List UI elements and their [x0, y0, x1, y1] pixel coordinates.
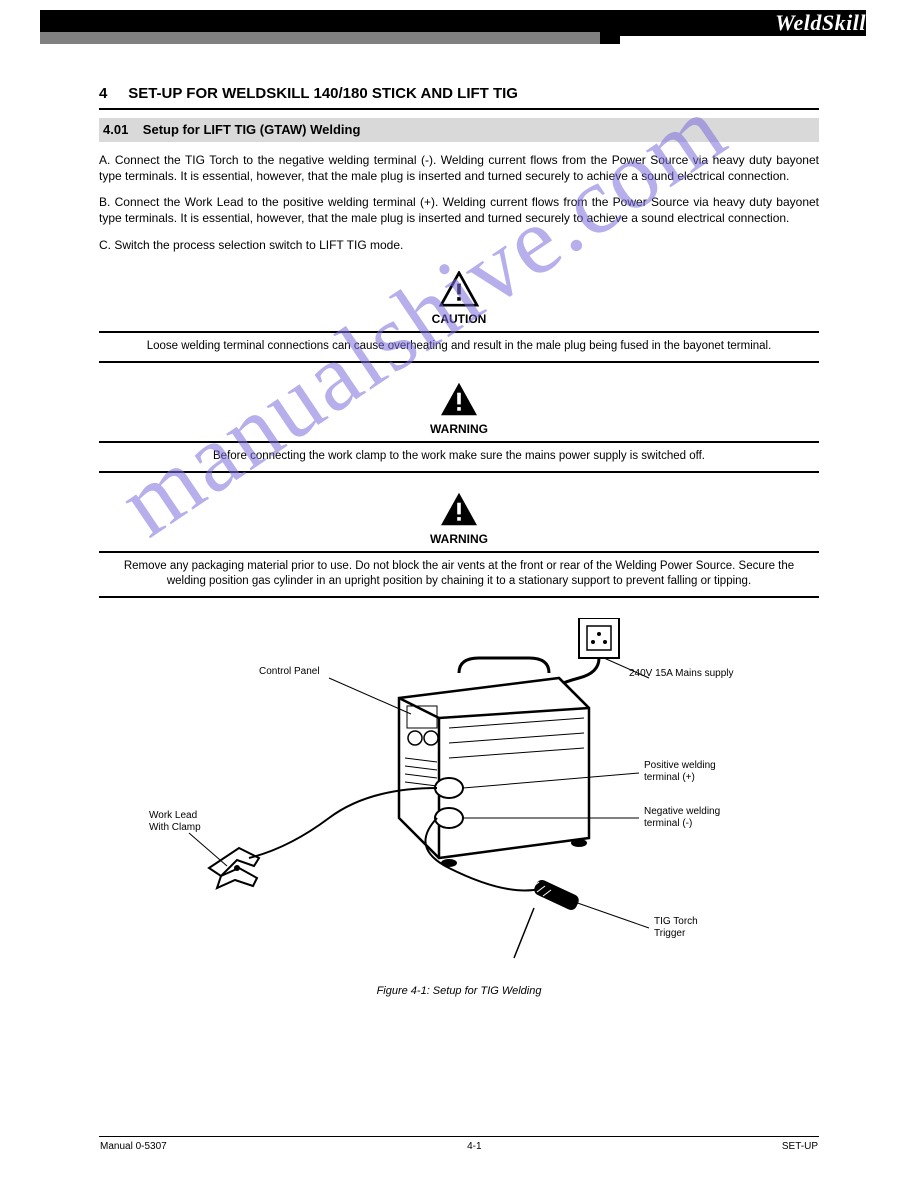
brand-label: WeldSkill: [775, 10, 866, 36]
warning1-icon: [99, 381, 819, 421]
footer-text: Manual 0-5307 4-1 SET-UP: [0, 1141, 918, 1152]
section-sub-number: 4.01: [103, 122, 128, 137]
section-number: 4: [99, 85, 107, 102]
warning2-rule-bottom: [99, 596, 819, 598]
callout-work-clamp: Work Lead With Clamp: [149, 810, 201, 835]
warning2-rule-top: [99, 551, 819, 553]
caution-rule-top: [99, 331, 819, 333]
warning2-icon: [99, 491, 819, 531]
caution-text: Loose welding terminal connections can c…: [99, 337, 819, 357]
footer-manual: Manual 0-5307: [100, 1141, 167, 1152]
callout-control-panel: Control Panel: [259, 666, 320, 679]
page-content: 4 SET-UP FOR WELDSKILL 140/180 STICK AND…: [99, 84, 819, 999]
warning1-rule-bottom: [99, 471, 819, 473]
caution-rule-bottom: [99, 361, 819, 363]
footer-section: SET-UP: [782, 1141, 818, 1152]
figure-caption: Figure 4-1: Setup for TIG Welding: [99, 984, 819, 999]
step-b: B. Connect the Work Lead to the positive…: [99, 194, 819, 226]
page-footer: Manual 0-5307 4-1 SET-UP: [0, 1136, 918, 1152]
setup-diagram: Control Panel 240V 15A Mains supply Posi…: [149, 618, 769, 978]
caution-icon: [99, 271, 819, 311]
step-a: A. Connect the TIG Torch to the negative…: [99, 152, 819, 184]
banner-gray-strip: [40, 32, 600, 44]
section-title-text: SET-UP FOR WELDSKILL 140/180 STICK AND L…: [128, 85, 518, 102]
warning2-label: WARNING: [99, 531, 819, 547]
section-subtitle: 4.01 Setup for LIFT TIG (GTAW) Welding: [99, 118, 819, 142]
callout-mains-supply: 240V 15A Mains supply: [629, 668, 734, 681]
warning1-text: Before connecting the work clamp to the …: [99, 447, 819, 467]
callout-negative-terminal: Negative welding terminal (-): [644, 806, 720, 831]
header-banner: WeldSkill: [0, 0, 918, 44]
section-title: 4 SET-UP FOR WELDSKILL 140/180 STICK AND…: [99, 84, 819, 110]
caution-label: CAUTION: [99, 311, 819, 327]
warning1-rule-top: [99, 441, 819, 443]
warning1-block: WARNING Before connecting the work clamp…: [99, 381, 819, 473]
footer-page: 4-1: [467, 1141, 481, 1152]
warning1-label: WARNING: [99, 421, 819, 437]
footer-rule: [99, 1136, 819, 1137]
warning2-text: Remove any packaging material prior to u…: [99, 557, 819, 592]
step-c: C. Switch the process selection switch t…: [99, 237, 819, 253]
callout-positive-terminal: Positive welding terminal (+): [644, 760, 716, 785]
warning2-block: WARNING Remove any packaging material pr…: [99, 491, 819, 598]
section-sub-title: Setup for LIFT TIG (GTAW) Welding: [143, 122, 361, 137]
caution-block: CAUTION Loose welding terminal connectio…: [99, 271, 819, 363]
callout-tig-torch: TIG Torch Trigger: [654, 916, 698, 941]
